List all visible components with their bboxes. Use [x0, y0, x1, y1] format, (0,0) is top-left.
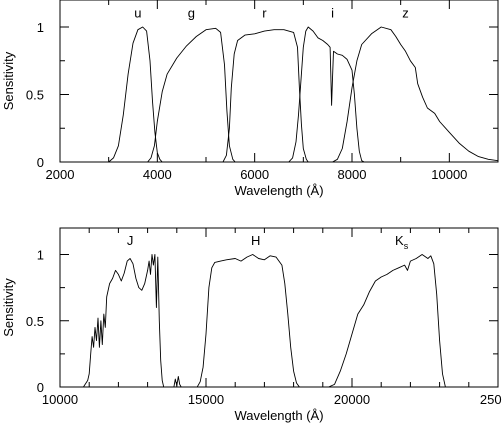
band-label-u: u — [134, 6, 141, 21]
x-tick-label: 4000 — [143, 167, 172, 182]
x-tick-label: 15000 — [188, 392, 224, 407]
y-tick-label: 0 — [37, 380, 44, 395]
band-label-j: J — [127, 233, 134, 248]
filter-curve-ks — [328, 254, 446, 387]
band-label-subscript: s — [404, 241, 409, 251]
filter-curve-g — [147, 27, 236, 162]
filter-curve-z — [332, 26, 498, 162]
y-axis-label: Sensitivity — [1, 51, 16, 110]
x-tick-label: 10000 — [42, 392, 78, 407]
y-tick-label: 0 — [37, 155, 44, 170]
filter-curve-j — [83, 254, 165, 387]
y-tick-label: 1 — [37, 20, 44, 35]
y-axis-label: Sensitivity — [1, 278, 16, 337]
plot-frame — [59, 227, 499, 388]
filter-curve-j_extra — [173, 375, 182, 387]
band-label-i: i — [331, 6, 334, 21]
band-label-h: H — [251, 233, 260, 248]
band-label-r: r — [262, 6, 267, 21]
x-axis-label: Wavelength (Å) — [234, 408, 323, 423]
y-tick-label: 1 — [37, 248, 44, 263]
x-axis-label: Wavelength (Å) — [234, 183, 323, 198]
y-tick-label: 0.5 — [26, 88, 44, 103]
filter-curve-u — [108, 26, 163, 162]
band-label-main: K — [395, 233, 404, 248]
plot-frame — [59, 0, 499, 163]
filter-curve-i — [288, 26, 365, 162]
x-tick-label: 20000 — [334, 392, 370, 407]
filter-curve-r — [222, 29, 309, 162]
x-tick-label: 2000 — [46, 167, 75, 182]
x-tick-label: 10000 — [431, 167, 467, 182]
band-label-ks: Ks — [395, 233, 409, 251]
optical-filters-panel: 2000 4000 6000 8000 10000 0 0.5 1 Wavelength (Å)… — [1, 0, 499, 198]
x-tick-label: 6000 — [240, 167, 269, 182]
x-tick-label: 8000 — [338, 167, 367, 182]
band-label-g: g — [188, 6, 195, 21]
y-tick-label: 0.5 — [26, 314, 44, 329]
band-label-z: z — [402, 6, 409, 21]
filter-curve-h — [196, 254, 300, 387]
